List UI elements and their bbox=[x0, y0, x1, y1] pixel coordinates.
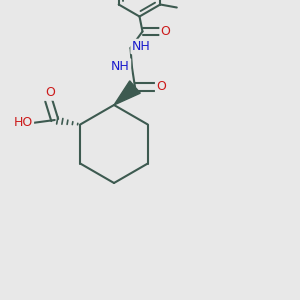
Text: NH: NH bbox=[111, 59, 130, 73]
Text: NH: NH bbox=[132, 40, 150, 53]
Text: O: O bbox=[156, 80, 166, 94]
Text: O: O bbox=[161, 25, 170, 38]
Polygon shape bbox=[114, 81, 140, 105]
Text: O: O bbox=[45, 86, 55, 100]
Text: HO: HO bbox=[14, 116, 33, 130]
